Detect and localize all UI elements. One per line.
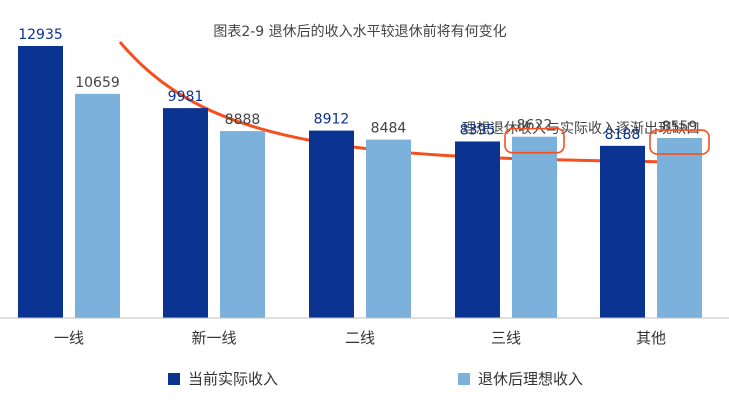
category-label-1: 新一线 — [191, 329, 236, 347]
category-label-4: 其他 — [636, 329, 666, 347]
value-label-ideal-0: 10659 — [75, 75, 120, 91]
highlight-box-4 — [649, 129, 710, 155]
category-label-3: 三线 — [491, 329, 521, 347]
bar-current-1 — [163, 108, 208, 318]
legend: 当前实际收入 退休后理想收入 — [168, 370, 583, 388]
category-labels: 一线 新一线 二线 三线 其他 — [54, 329, 666, 347]
bar-current-0 — [18, 46, 63, 318]
legend-swatch-0 — [168, 373, 180, 385]
bar-current-2 — [309, 130, 354, 318]
bar-ideal-4 — [657, 138, 702, 318]
bar-current-3 — [455, 141, 500, 318]
chart-title: 图表2-9 退休后的收入水平较退休前将有何变化 — [213, 23, 506, 40]
highlight-box-3 — [504, 127, 565, 154]
bar-ideal-2 — [366, 139, 411, 318]
value-label-ideal-1: 8888 — [225, 112, 261, 128]
value-label-current-2: 8912 — [314, 112, 350, 128]
value-label-current-3: 8395 — [460, 122, 496, 138]
bars-group: 12935 10659 9981 8888 8912 8484 8395 8622 8188 85… — [18, 27, 710, 318]
value-label-current-4: 8188 — [605, 127, 641, 143]
bar-current-4 — [600, 145, 645, 318]
bar-ideal-0 — [75, 93, 120, 318]
category-label-0: 一线 — [54, 329, 84, 347]
legend-label-0: 当前实际收入 — [188, 370, 278, 388]
value-label-current-0: 12935 — [18, 27, 63, 43]
legend-label-1: 退休后理想收入 — [478, 370, 583, 388]
value-label-ideal-3: 8622 — [517, 118, 553, 134]
value-label-ideal-4: 8559 — [662, 119, 698, 135]
bar-ideal-1 — [220, 131, 265, 318]
bar-ideal-3 — [512, 136, 557, 318]
gap-annotation: 理想退休收入与实际收入逐渐出现缺口 — [462, 121, 700, 137]
value-label-ideal-2: 8484 — [371, 121, 407, 137]
value-label-current-1: 9981 — [168, 89, 204, 105]
legend-swatch-1 — [458, 373, 470, 385]
category-label-2: 二线 — [345, 329, 375, 347]
